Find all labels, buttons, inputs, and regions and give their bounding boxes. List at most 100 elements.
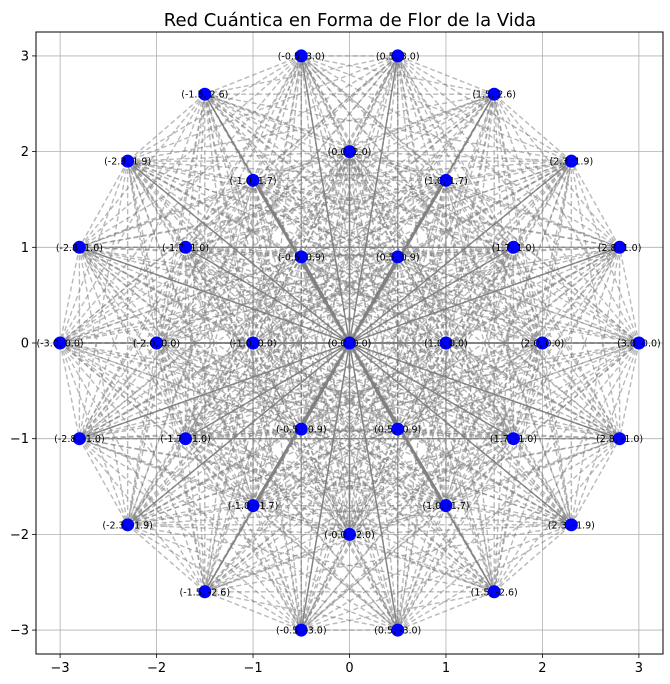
edge-dashed (445, 160, 573, 506)
edge-dashed (59, 342, 399, 631)
edge-dashed (300, 55, 399, 258)
edge-dashed (541, 161, 573, 344)
edge-dashed (59, 247, 81, 344)
edge-dashed (204, 94, 302, 631)
node-label: (3.0, 0.0) (617, 339, 661, 350)
edge-dashed (300, 55, 399, 258)
edge-dashed (79, 438, 254, 507)
node-point (198, 87, 212, 101)
edge-dashed (397, 342, 640, 631)
edge-dashed (204, 342, 543, 593)
edge-dashed (127, 55, 399, 526)
chart-title: Red Cuántica en Forma de Flor de la Vida (164, 10, 536, 31)
edge-dashed (127, 342, 640, 526)
edge-dashed (204, 93, 572, 162)
edge-dashed (300, 180, 447, 631)
edge-dashed (156, 246, 620, 344)
edge-dashed (348, 246, 621, 535)
node-label: (-3.0, 0.0) (37, 339, 84, 350)
edge-dashed (79, 160, 572, 248)
edge-dashed (185, 342, 447, 440)
edge-dashed (513, 342, 640, 440)
node-point (294, 422, 308, 436)
node-label: (0.5, 3.0) (376, 51, 420, 62)
node-label: (1.5, 2.6) (472, 90, 516, 101)
node-label: (1.7, -1.0) (490, 434, 537, 445)
edge-dashed (300, 151, 351, 430)
edge-dashed (349, 342, 543, 535)
edge-dashed (397, 55, 495, 592)
edge-dashed (59, 342, 350, 535)
edge-dashed (252, 160, 572, 344)
edge-dashed (348, 93, 495, 535)
edge-dashed (78, 438, 129, 526)
axis-ticks: −3 −2 −1 0 1 2 3 −3 −2 −1 0 1 2 3 (10, 49, 643, 676)
edge-dashed (127, 524, 302, 631)
node-label: (1.0, 1.7) (424, 176, 468, 187)
edge-dashed (79, 438, 572, 526)
y-tick-label: −1 (10, 432, 29, 447)
node-label: (-0.0, -2.0) (324, 530, 375, 541)
edge-dashed (78, 247, 206, 593)
edge-dashed (348, 180, 447, 535)
edge-dashed (348, 55, 399, 152)
edge-dashed (397, 160, 572, 258)
edge-dashed (204, 55, 302, 592)
node-label: (-0.5, -0.9) (276, 425, 327, 436)
edge-dashed (184, 180, 254, 439)
node-point (150, 336, 164, 350)
edge-dashed (59, 151, 350, 344)
edge-dashed (397, 438, 621, 631)
edge-dashed (252, 180, 351, 535)
edge-dashed (78, 93, 206, 248)
edge-dashed (348, 55, 399, 535)
edge-dashed (300, 55, 447, 506)
edge-dashed (184, 246, 495, 593)
edge-dashed (493, 94, 515, 439)
edge-dashed (156, 342, 495, 593)
edge-dashed (300, 55, 495, 593)
edge-dashed (127, 160, 254, 182)
edge-dashed (185, 179, 447, 248)
edge-dashed (79, 438, 495, 593)
edge-dashed (127, 93, 495, 526)
node-labels: (0.0, 0.0) (1.0, 0.0) (0.5, 0.9) (-0.5, 0.9… (37, 51, 661, 636)
edge-dashed (127, 160, 351, 535)
node-point (506, 240, 520, 254)
x-tick-label: −2 (147, 661, 166, 676)
edge-solid (185, 246, 350, 344)
edge-dashed (252, 179, 514, 440)
edge-dashed (570, 160, 621, 248)
edge-dashed (78, 160, 129, 248)
edge-dashed (156, 342, 350, 535)
edge-dashed (204, 591, 302, 631)
edge-dashed (156, 342, 398, 430)
edge-dashed (300, 55, 621, 440)
edge-dashed (397, 55, 572, 162)
edge-dashed (126, 160, 254, 506)
node-label: (-0.5, 0.9) (278, 252, 325, 263)
edge-dashed (204, 342, 447, 593)
edge-dashed (493, 438, 515, 592)
edge-dashed (127, 246, 514, 526)
edge-dashed (397, 55, 544, 344)
edge-solid (349, 246, 620, 344)
edge-dashed (78, 55, 399, 440)
x-tick-label: 2 (538, 661, 546, 676)
edge-dashed (493, 94, 515, 248)
edge-dashed (204, 93, 399, 631)
x-tick-label: 1 (442, 661, 450, 676)
edge-dashed (397, 94, 495, 430)
node-point (121, 518, 135, 532)
y-tick-label: −2 (10, 528, 29, 543)
edge-dashed (127, 438, 620, 526)
edge-dashed (348, 151, 447, 506)
node-label: (-1.7, 1.0) (162, 243, 209, 254)
edge-dashed (570, 247, 621, 525)
edge-dashed (127, 93, 206, 162)
edge-dashed (252, 505, 302, 631)
edge-dashed (348, 534, 399, 631)
edge-dashed (252, 55, 302, 181)
edge-dashed (512, 247, 573, 525)
